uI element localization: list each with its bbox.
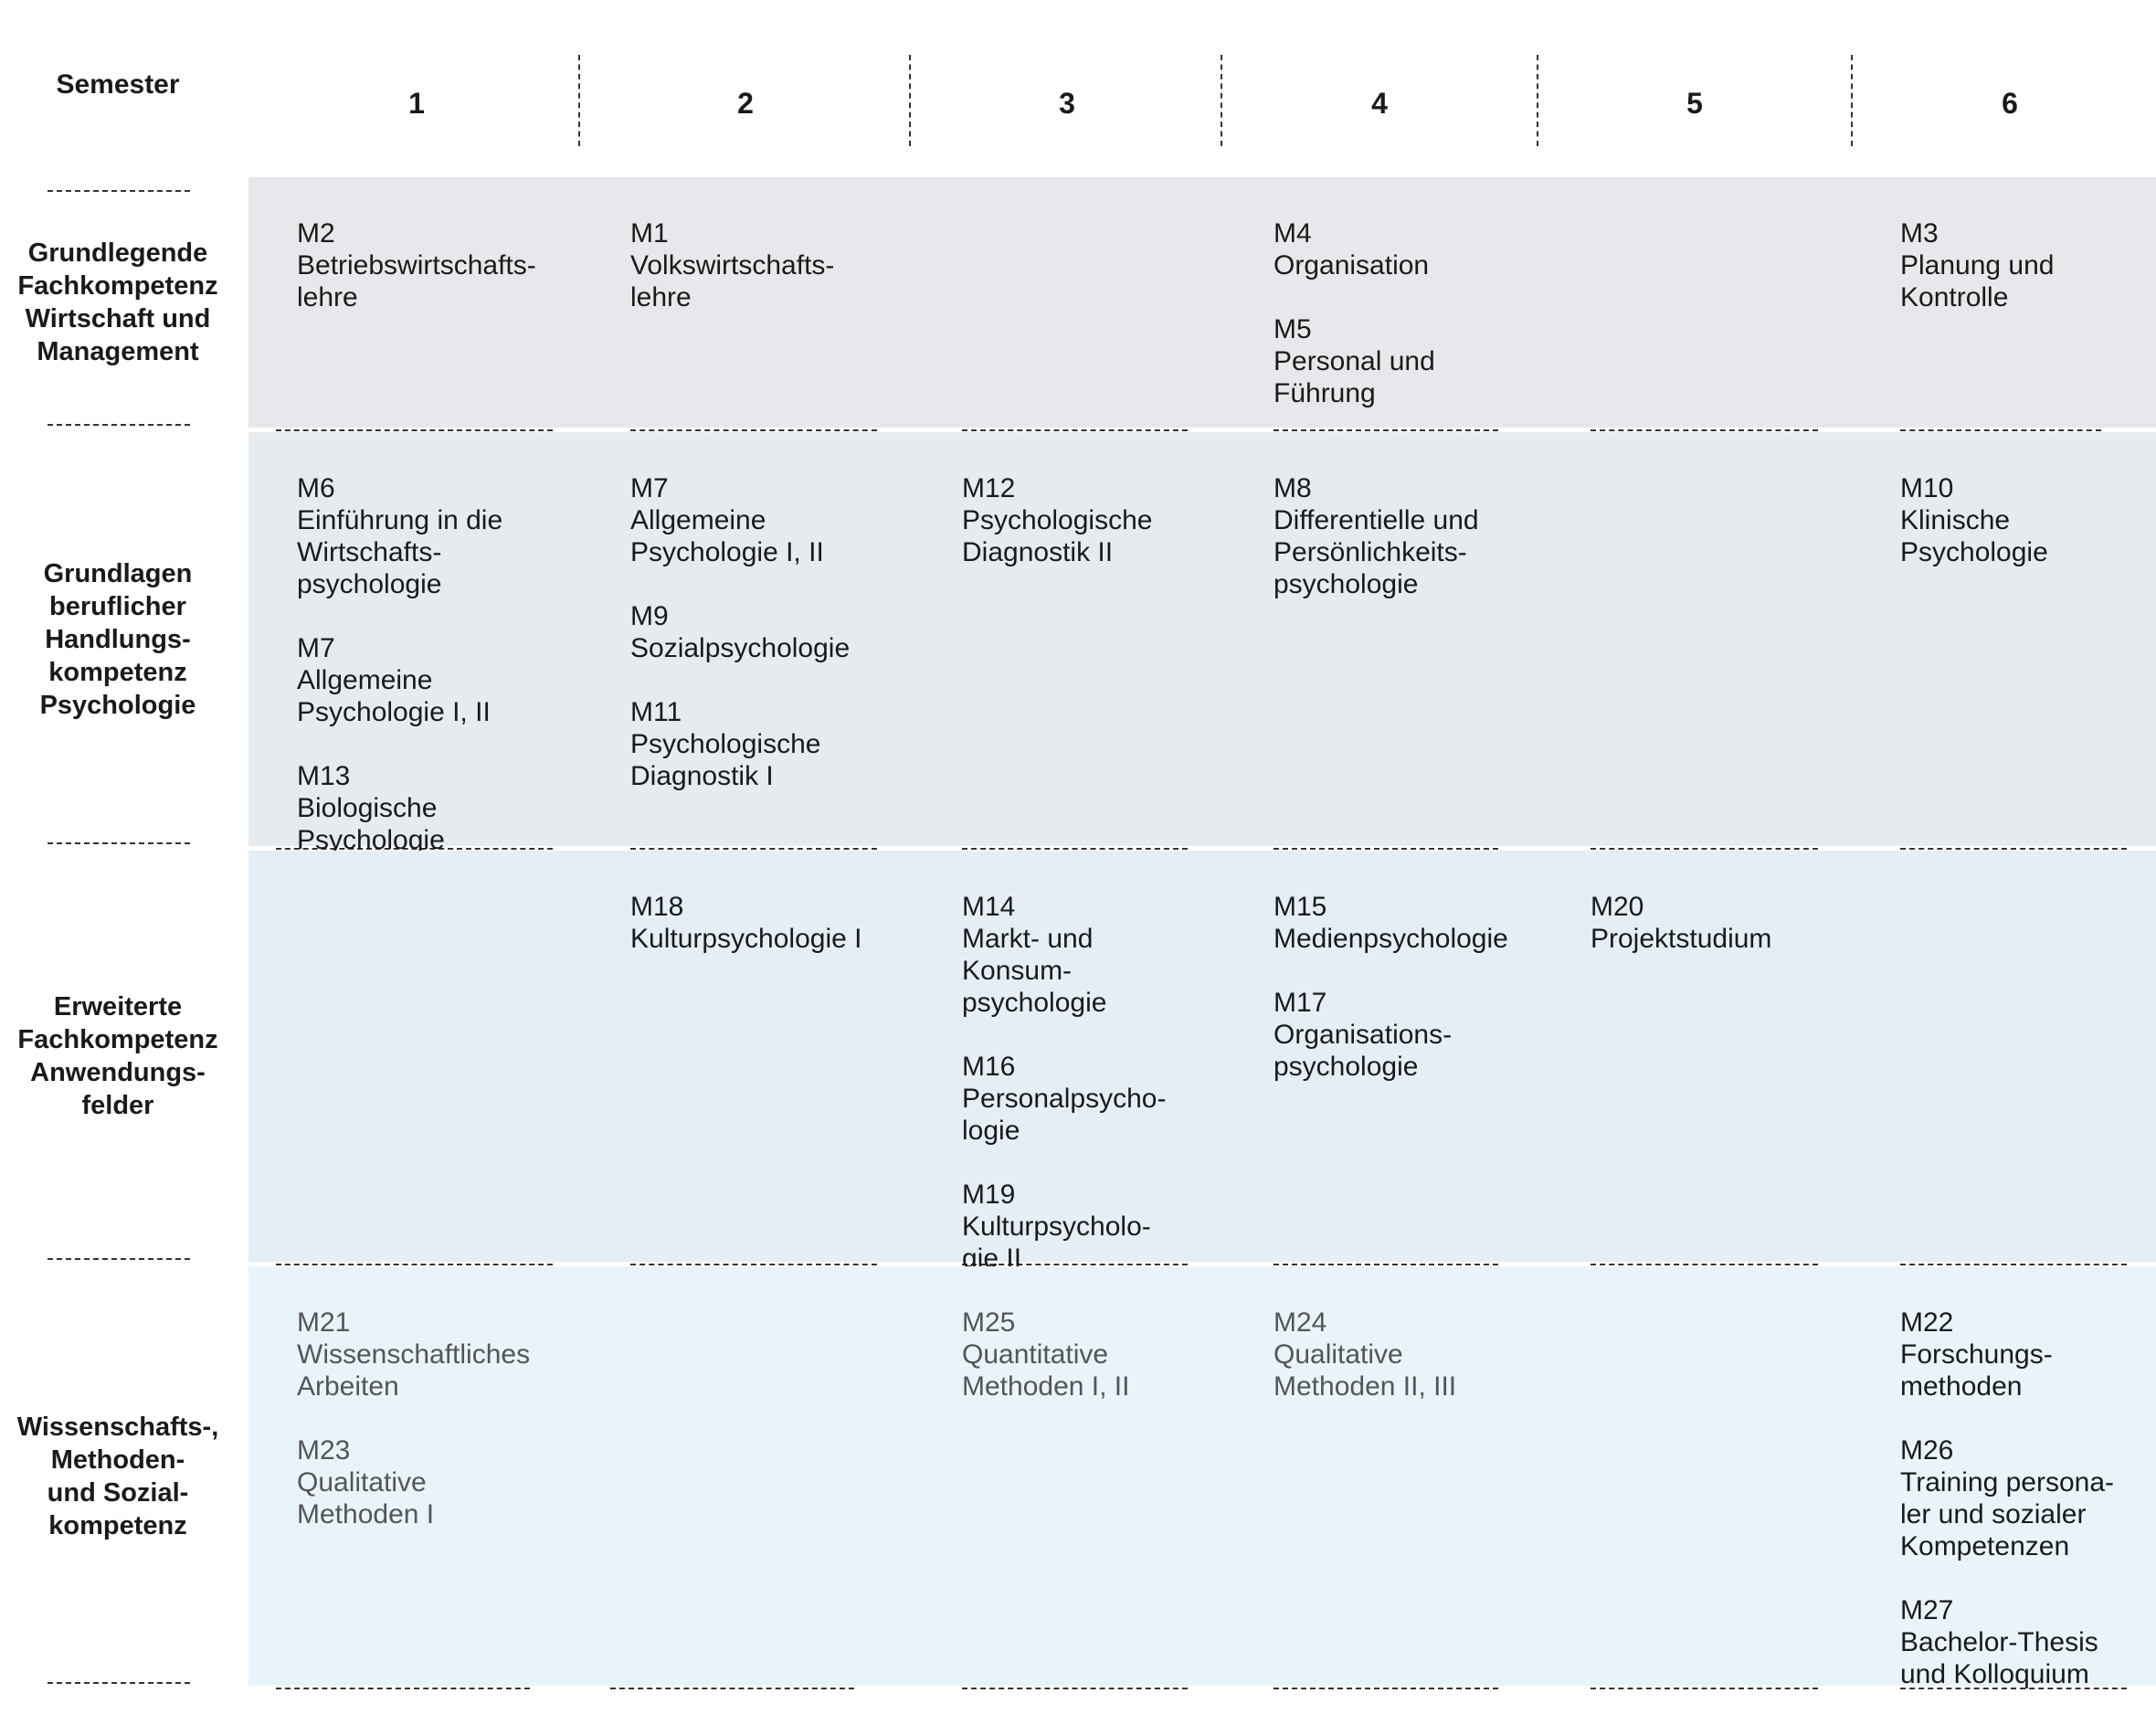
competence-band [248,177,2156,428]
module-entry: M26 Training persona- ler und sozialer K… [1900,1435,2115,1561]
module-cell: M10 Klinische Psychologie [1900,472,2048,568]
module-cell: M20 Projektstudium [1591,891,1771,955]
cell-separator [962,1264,1188,1265]
module-entry: M8 Differentielle und Persönlichkeits- p… [1274,473,1479,599]
module-entry: M15 Medienpsychologie [1274,892,1508,954]
module-cell: M2 Betriebswirtschafts- lehre [297,217,536,313]
competence-band [248,1266,2156,1686]
cell-separator [276,1264,553,1265]
cell-separator [276,848,553,850]
module-cell: M24 Qualitative Methoden II, III [1274,1307,1456,1402]
competence-row-label: Grundlegende Fachkompetenz Wirtschaft un… [0,177,236,428]
cell-separator [1900,848,2127,850]
row-separator [48,190,190,192]
cell-separator [276,1688,530,1689]
cell-separator [630,1264,877,1265]
competence-row-label: Wissenschafts-, Methoden- und Sozial- ko… [0,1266,236,1686]
module-entry: M23 Qualitative Methoden I [297,1435,435,1529]
module-cell: M8 Differentielle und Persönlichkeits- p… [1274,472,1479,600]
semester-divider [1221,55,1222,146]
module-cell: M25 Quantitative Methoden I, II [962,1307,1129,1402]
cell-separator [630,429,877,431]
cell-separator [1900,1264,2127,1265]
module-entry: M14 Markt- und Konsum- psychologie [962,892,1107,1018]
row-label-text: Erweiterte Fachkompetenz Anwendungs- fel… [17,992,218,1120]
row-label-text: Wissenschafts-, Methoden- und Sozial- ko… [16,1412,219,1540]
module-cell: M4 Organisation M5 Personal und Führung [1274,217,1435,409]
module-cell: M7 Allgemeine Psychologie I, II M9 Sozial… [630,472,850,792]
semester-number-4: 4 [1371,87,1388,120]
cell-separator [1274,1264,1498,1265]
row-label-text: Grundlagen beruflicher Handlungs- kompet… [39,558,196,720]
module-entry: M2 Betriebswirtschafts- lehre [297,218,536,312]
cell-separator [1591,429,1818,431]
module-cell: M15 Medienpsychologie M17 Organisations- … [1274,891,1508,1083]
row-separator [48,424,190,426]
module-entry: M18 Kulturpsychologie I [630,892,862,954]
cell-separator [1591,848,1818,850]
module-cell: M1 Volkswirtschafts- lehre [630,217,834,313]
cell-separator [276,429,553,431]
competence-row-label: Erweiterte Fachkompetenz Anwendungs- fel… [0,851,236,1262]
semester-divider [1851,55,1853,146]
module-entry: M12 Psychologische Diagnostik II [962,473,1153,567]
module-entry: M3 Planung und Kontrolle [1900,218,2055,312]
module-entry: M25 Quantitative Methoden I, II [962,1307,1130,1402]
cell-separator [1591,1264,1818,1265]
module-cell: M3 Planung und Kontrolle [1900,217,2055,313]
module-entry: M16 Personalpsycho- logie [962,1052,1167,1146]
module-entry: M22 Forschungs- methoden [1900,1307,2053,1402]
cell-separator [1274,1688,1498,1689]
semester-divider [909,55,911,146]
semester-number-6: 6 [2002,87,2018,120]
module-entry: M10 Klinische Psychologie [1900,473,2048,567]
semester-header-label: Semester [56,69,180,100]
cell-separator [630,848,877,850]
semester-divider [578,55,580,146]
semester-number-1: 1 [408,87,425,120]
module-entry: M17 Organisations- psychologie [1274,988,1453,1082]
cell-separator [962,429,1188,431]
module-entry: M19 Kulturpsycholo- gie II [962,1180,1151,1274]
module-cell: M18 Kulturpsychologie I [630,891,861,955]
module-cell: M14 Markt- und Konsum- psychologie M16 Pe… [962,891,1166,1275]
module-entry: M7 Allgemeine Psychologie I, II [630,473,824,567]
competence-band [248,851,2156,1262]
competence-band [248,432,2156,846]
row-separator [48,842,190,844]
cell-separator [1900,429,2101,431]
module-entry: M24 Qualitative Methoden II, III [1274,1307,1457,1402]
module-entry: M13 Biologische Psychologie [297,761,445,855]
module-entry: M21 Wissenschaftliches Arbeiten [297,1307,531,1402]
cell-separator [610,1688,854,1689]
cell-separator [1591,1688,1818,1689]
module-entry: M27 Bachelor-Thesis und Kolloquium [1900,1595,2098,1689]
module-entry: M4 Organisation [1274,218,1430,280]
module-entry: M7 Allgemeine Psychologie I, II [297,633,491,727]
semester-number-2: 2 [737,87,754,120]
competence-row-label: Grundlagen beruflicher Handlungs- kompet… [0,432,236,846]
semester-number-3: 3 [1059,87,1075,120]
module-entry: M9 Sozialpsychologie [630,601,851,663]
module-entry: M1 Volkswirtschafts- lehre [630,218,835,312]
module-entry: M5 Personal und Führung [1274,314,1435,408]
row-label-text: Grundlegende Fachkompetenz Wirtschaft un… [17,238,218,366]
semester-divider [1537,55,1538,146]
module-cell: M22 Forschungs- methoden M26 Training per… [1900,1307,2114,1690]
row-separator [48,1682,190,1684]
semester-number-5: 5 [1686,87,1703,120]
module-cell: M21 Wissenschaftliches Arbeiten M23 Quali… [297,1307,530,1530]
cell-separator [962,848,1188,850]
module-entry: M6 Einführung in die Wirtschafts- psycho… [297,473,503,599]
cell-separator [962,1688,1188,1689]
cell-separator [1900,1688,2127,1689]
module-cell: M12 Psychologische Diagnostik II [962,472,1152,568]
row-separator [48,1258,190,1260]
module-entry: M11 Psychologische Diagnostik I [630,697,821,791]
module-cell: M6 Einführung in die Wirtschafts- psycho… [297,472,502,856]
cell-separator [1274,848,1498,850]
module-entry: M20 Projektstudium [1591,892,1772,954]
cell-separator [1274,429,1498,431]
